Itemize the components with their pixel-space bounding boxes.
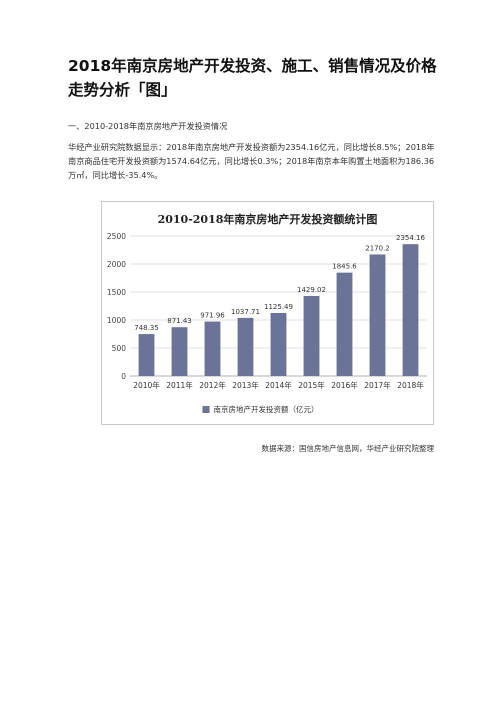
data-label: 748.35 <box>134 324 159 332</box>
data-label: 871.43 <box>167 317 192 325</box>
bar-chart: 2010-2018年南京房地产开发投资额统计图 0 500 1000 1500 2000 2… <box>107 212 427 414</box>
bar <box>369 254 386 376</box>
data-label: 1845.6 <box>332 263 357 271</box>
data-label: 971.96 <box>200 312 225 320</box>
bar <box>402 244 419 376</box>
y-tick-label: 2500 <box>107 232 126 241</box>
x-tick-label: 2010年 <box>133 380 160 390</box>
bar <box>237 317 254 376</box>
data-label: 1037.71 <box>231 308 260 316</box>
body-paragraph: 华经产业研究院数据显示：2018年南京房地产开发投资额为2354.16亿元，同比… <box>68 142 435 180</box>
x-tick-label: 2017年 <box>364 380 391 390</box>
data-label: 2170.2 <box>365 244 390 252</box>
x-tick-label: 2018年 <box>397 380 424 390</box>
bar <box>171 327 188 376</box>
bar <box>138 334 155 376</box>
x-tick-label: 2016年 <box>331 380 358 390</box>
x-tick-label: 2012年 <box>199 380 226 390</box>
y-tick-label: 1000 <box>107 316 126 325</box>
chart-title: 2010-2018年南京房地产开发投资额统计图 <box>158 212 378 226</box>
y-tick-label: 0 <box>121 372 126 381</box>
section-heading: 一、2010-2018年南京房地产开发投资情况 <box>68 121 228 131</box>
x-tick-label: 2013年 <box>232 380 259 390</box>
legend-swatch <box>202 406 210 413</box>
document-title: 2018年南京房地产开发投资、施工、销售情况及价格走势分析「图」 <box>68 57 437 99</box>
bar <box>270 312 287 376</box>
y-tick-label: 500 <box>112 344 127 353</box>
legend-label: 南京房地产开发投资额（亿元） <box>214 404 319 414</box>
x-tick-label: 2015年 <box>298 380 325 390</box>
y-tick-label: 1500 <box>107 288 126 297</box>
x-tick-label: 2014年 <box>265 380 292 390</box>
x-tick-label: 2011年 <box>166 380 193 390</box>
bar <box>303 295 320 376</box>
data-label: 2354.16 <box>396 234 425 242</box>
bar <box>204 321 221 376</box>
y-tick-label: 2000 <box>107 260 126 269</box>
chart-container: 2010-2018年南京房地产开发投资额统计图 0 500 1000 1500 2000 2… <box>101 201 434 425</box>
bar <box>336 272 353 376</box>
data-label: 1429.02 <box>297 286 326 294</box>
data-label: 1125.49 <box>264 303 293 311</box>
data-source-note: 数据来源：国信房地产信息网，华经产业研究院整理 <box>261 444 435 453</box>
